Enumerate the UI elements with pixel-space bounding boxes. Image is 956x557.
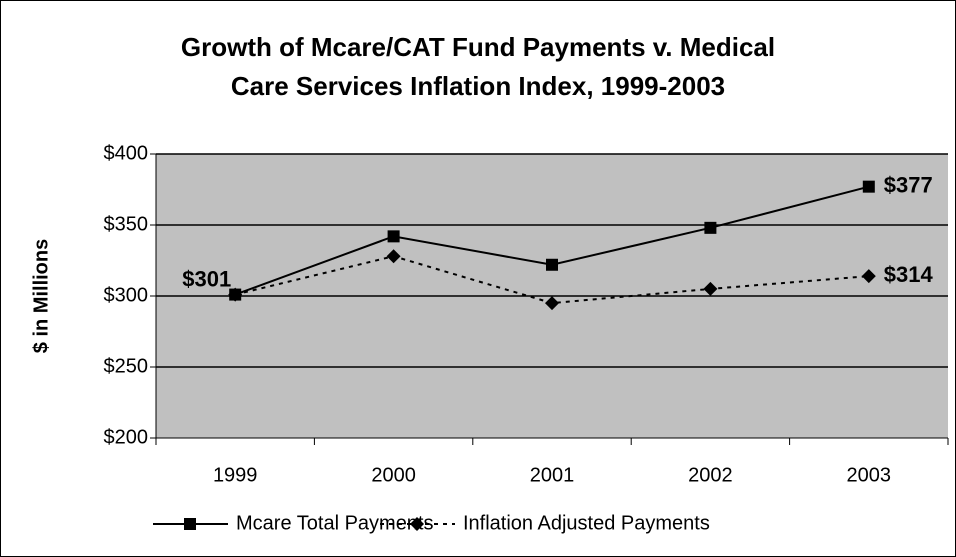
legend-marker xyxy=(184,518,196,530)
y-tick-label: $400 xyxy=(104,142,149,164)
data-label: $314 xyxy=(884,262,934,287)
x-tick-label: 2000 xyxy=(371,464,416,486)
data-point xyxy=(386,249,401,264)
data-point xyxy=(228,287,243,302)
y-axis-label: $ in Millions xyxy=(30,239,52,353)
y-tick-label: $250 xyxy=(104,355,149,377)
data-label: $301 xyxy=(182,266,231,291)
data-point xyxy=(861,269,876,284)
data-point xyxy=(704,221,717,234)
chart-title: Growth of Mcare/CAT Fund Payments v. Med… xyxy=(181,32,775,62)
data-point xyxy=(545,296,559,311)
x-tick-label: 2001 xyxy=(530,464,575,486)
x-tick-label: 2003 xyxy=(847,464,892,486)
x-tick-label: 2002 xyxy=(688,464,733,486)
data-point xyxy=(703,281,718,296)
data-point xyxy=(546,258,558,271)
legend-label: Inflation Adjusted Payments xyxy=(463,512,710,534)
data-point xyxy=(862,180,875,193)
data-label: $377 xyxy=(884,172,933,197)
legend-label: Mcare Total Payments xyxy=(236,512,434,534)
y-tick-label: $300 xyxy=(104,284,149,306)
y-tick-label: $350 xyxy=(104,213,149,235)
data-point xyxy=(387,230,400,243)
x-tick-label: 1999 xyxy=(213,464,258,486)
chart-title: Care Services Inflation Index, 1999-2003 xyxy=(231,71,725,101)
legend-marker xyxy=(410,517,424,531)
series-line xyxy=(234,255,869,305)
y-tick-label: $200 xyxy=(104,426,149,448)
